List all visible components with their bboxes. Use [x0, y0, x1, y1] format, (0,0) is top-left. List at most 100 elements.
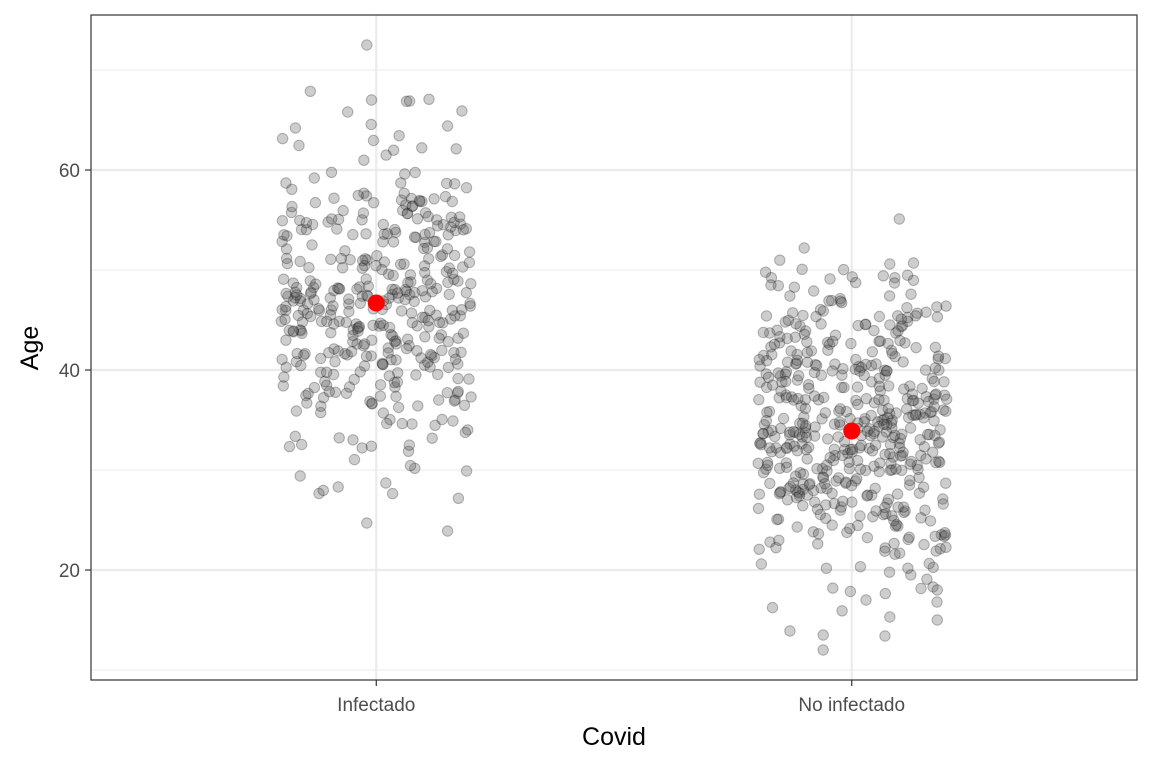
data-point [854, 365, 866, 377]
data-point [294, 255, 306, 268]
data-point [332, 481, 344, 493]
data-point [837, 263, 850, 276]
data-point [388, 376, 401, 389]
data-point [457, 261, 469, 273]
data-point [866, 489, 878, 501]
data-point [333, 432, 345, 444]
data-point [378, 228, 390, 240]
data-point [929, 362, 942, 374]
data-point [409, 462, 421, 474]
data-point [914, 434, 926, 446]
data-point [896, 428, 908, 440]
data-point [430, 235, 442, 248]
data-point [276, 304, 288, 316]
data-point [803, 441, 815, 454]
data-point [933, 364, 945, 376]
data-point [286, 183, 298, 196]
data-point [387, 236, 400, 248]
data-point [901, 393, 913, 405]
data-point [866, 346, 878, 358]
data-point [868, 460, 880, 472]
data-point [841, 526, 853, 539]
data-point [465, 278, 477, 290]
data-point [352, 322, 364, 335]
data-point [897, 356, 909, 368]
data-point [846, 271, 858, 283]
data-point [443, 262, 455, 274]
data-point [351, 338, 363, 350]
data-point [365, 118, 377, 131]
data-point [820, 512, 832, 525]
data-point [300, 389, 312, 402]
data-point [850, 394, 862, 407]
data-point [445, 221, 457, 233]
data-point [781, 461, 793, 473]
data-point [435, 329, 447, 341]
data-point [939, 527, 951, 539]
data-point [843, 456, 855, 468]
data-point [822, 433, 834, 445]
data-point [441, 120, 454, 132]
data-point [360, 350, 373, 362]
data-point [414, 195, 426, 208]
data-point [892, 310, 904, 322]
data-point [782, 314, 795, 326]
data-point [291, 289, 303, 301]
data-point [829, 329, 842, 341]
data-point [465, 391, 477, 403]
data-point [833, 416, 846, 428]
data-point [911, 459, 923, 472]
data-point [436, 413, 448, 426]
data-point [826, 487, 838, 499]
data-point [839, 443, 851, 456]
y-tick-label: 60 [59, 161, 80, 182]
data-point [386, 283, 398, 295]
data-point [829, 449, 841, 462]
data-point [287, 277, 299, 289]
data-point [399, 293, 411, 306]
data-point [826, 365, 838, 377]
data-point [773, 534, 785, 546]
data-point [398, 187, 410, 200]
data-point [361, 254, 373, 266]
data-point [916, 382, 928, 395]
data-point [436, 344, 448, 357]
data-point [433, 332, 445, 344]
data-point [357, 340, 370, 352]
data-point [404, 269, 417, 281]
data-point [931, 614, 943, 626]
data-point [852, 398, 864, 411]
data-point [754, 360, 766, 372]
data-point [356, 262, 369, 274]
data-point [931, 596, 943, 608]
data-point [886, 510, 898, 522]
data-point [320, 379, 333, 391]
data-point [331, 223, 343, 235]
data-point [889, 429, 901, 441]
data-point [766, 349, 778, 361]
data-point [882, 402, 894, 415]
data-point [358, 338, 371, 350]
data-point [357, 207, 370, 219]
data-point [879, 448, 891, 461]
data-point [817, 471, 830, 484]
data-point [906, 395, 919, 407]
data-point [844, 585, 857, 598]
data-point [780, 457, 792, 469]
data-point [352, 189, 364, 202]
data-point [902, 411, 915, 424]
data-point [320, 366, 333, 378]
data-point [893, 437, 905, 449]
data-point [791, 521, 803, 533]
data-point [763, 442, 776, 454]
data-point [794, 320, 806, 332]
data-point [912, 397, 924, 409]
data-point [913, 471, 925, 484]
data-point [384, 321, 396, 334]
data-point [894, 547, 906, 559]
data-point [798, 242, 810, 254]
data-point [758, 419, 770, 431]
data-point [356, 214, 368, 226]
data-point [815, 482, 827, 494]
